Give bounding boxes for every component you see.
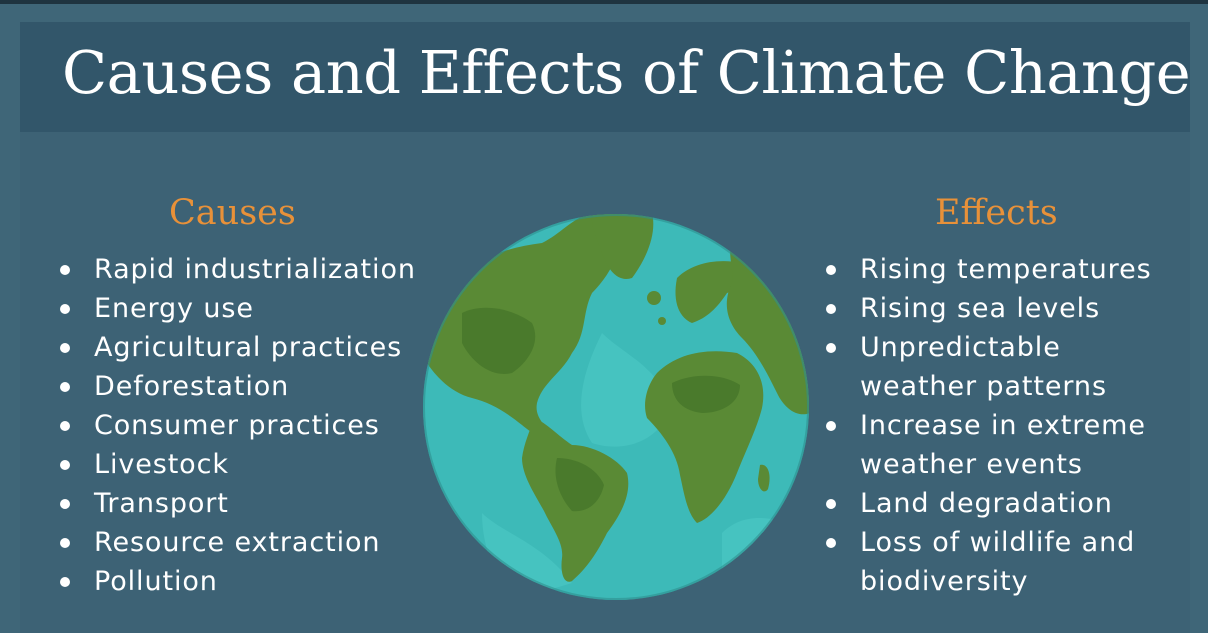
list-item: Land degradation [826, 484, 1152, 523]
list-item-line: Loss of wildlife and [860, 527, 1136, 558]
effects-heading: Effects [935, 193, 1058, 233]
effects-list: Rising temperatures Rising sea levels Un… [826, 250, 1152, 601]
page-title: Causes and Effects of Climate Change [62, 38, 1191, 107]
globe-icon [423, 214, 809, 600]
list-item: Resource extraction [60, 523, 416, 562]
list-item-line: weather events [860, 449, 1083, 480]
list-item: Unpredictable weather patterns [826, 328, 1152, 406]
list-item: Rising sea levels [826, 289, 1152, 328]
list-item: Deforestation [60, 367, 416, 406]
list-item-line: Unpredictable [860, 332, 1061, 363]
list-item: Rapid industrialization [60, 250, 416, 289]
list-item: Rising temperatures [826, 250, 1152, 289]
causes-heading: Causes [169, 193, 296, 233]
list-item-line: weather patterns [860, 371, 1107, 402]
list-item: Transport [60, 484, 416, 523]
list-item-line: Land degradation [860, 488, 1113, 519]
list-item: Livestock [60, 445, 416, 484]
title-banner: Causes and Effects of Climate Change [20, 22, 1191, 132]
list-item: Pollution [60, 562, 416, 601]
top-border [0, 0, 1208, 4]
list-item: Loss of wildlife and biodiversity [826, 523, 1152, 601]
list-item: Agricultural practices [60, 328, 416, 367]
list-item-line: biodiversity [860, 566, 1029, 597]
causes-list: Rapid industrialization Energy use Agric… [60, 250, 416, 601]
list-item-line: Rising sea levels [860, 293, 1101, 324]
list-item-line: Rising temperatures [860, 254, 1152, 285]
list-item: Increase in extreme weather events [826, 406, 1152, 484]
list-item-line: Increase in extreme [860, 410, 1146, 441]
list-item: Consumer practices [60, 406, 416, 445]
list-item: Energy use [60, 289, 416, 328]
